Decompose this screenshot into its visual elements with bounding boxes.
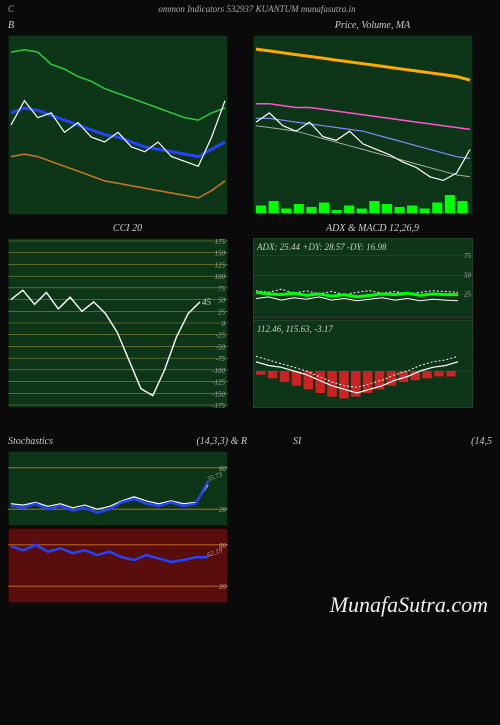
adx-macd-title: ADX & MACD 12,26,9: [253, 221, 492, 238]
svg-text:50: 50: [464, 271, 472, 279]
svg-text:175: 175: [215, 238, 226, 246]
svg-text:-25: -25: [216, 332, 226, 340]
stoch-title-left: Stochastics: [8, 436, 53, 447]
price-ma-svg: [253, 35, 473, 215]
cci-title: CCI 20: [8, 221, 247, 238]
svg-text:-125: -125: [212, 379, 225, 387]
svg-text:-75: -75: [216, 355, 226, 363]
adx-macd-chart: ADX & MACD 12,26,9 ADX: 25.44 +DY: 28.57…: [253, 221, 492, 408]
rsi-chart: SI (14,5 x: [253, 434, 492, 603]
bollinger-chart: B x: [8, 18, 247, 215]
williams-svg: 802062.19: [8, 528, 228, 603]
stoch-svg: 802035.73: [8, 451, 228, 526]
price-ma-chart: Price, Volume, MA: [253, 18, 492, 215]
rsi-title-right: (14,5: [471, 436, 492, 447]
svg-text:100: 100: [215, 273, 226, 281]
svg-text:112.46, 115.63, -3.17: 112.46, 115.63, -3.17: [257, 324, 333, 334]
svg-text:45: 45: [202, 297, 212, 307]
svg-text:75: 75: [464, 252, 472, 260]
cci-chart: CCI 20 175 150 125 100 75 50 25 0 -25 -50 -75 -100 -…: [8, 221, 247, 408]
svg-text:-175: -175: [212, 402, 225, 408]
header-title: ommon Indicators 532937 KUANTUM munafasu…: [158, 4, 355, 14]
svg-text:25: 25: [464, 291, 472, 299]
cci-svg: 175 150 125 100 75 50 25 0 -25 -50 -75 -100 -125 -150…: [8, 238, 228, 408]
svg-text:ADX: 25.44 +DY: 28.57 -DY: 1: ADX: 25.44 +DY: 28.57 -DY: 16.98: [256, 242, 387, 252]
svg-text:0: 0: [222, 320, 226, 328]
rsi-title-left: SI: [293, 436, 301, 447]
svg-text:25: 25: [218, 308, 226, 316]
bollinger-svg: [8, 35, 228, 215]
bollinger-title-left: B: [8, 20, 14, 31]
svg-text:20: 20: [219, 583, 227, 591]
stochastics-chart: Stochastics (14,3,3) & R x 802035.73 802…: [8, 434, 247, 603]
svg-text:20: 20: [219, 506, 227, 514]
price-ma-title: Price, Volume, MA: [253, 18, 492, 35]
svg-text:125: 125: [215, 261, 226, 269]
watermark: MunafaSutra.com: [330, 592, 488, 618]
svg-text:-50: -50: [216, 343, 226, 351]
svg-text:50: 50: [218, 297, 226, 305]
svg-text:150: 150: [215, 250, 226, 258]
header-c: C: [8, 4, 14, 14]
svg-text:-150: -150: [212, 390, 225, 398]
adx-macd-svg: ADX: 25.44 +DY: 28.57 -DY: 16.98 75 50 25 11…: [253, 238, 473, 408]
svg-text:75: 75: [218, 285, 226, 293]
page-header: C ommon Indicators 532937 KUANTUM munafa…: [0, 0, 500, 18]
stoch-title-right: (14,3,3) & R: [196, 436, 247, 447]
chart-grid: B x Price, Volume, MA CCI 20 175 150 125 10…: [0, 18, 500, 603]
svg-text:-100: -100: [212, 367, 225, 375]
